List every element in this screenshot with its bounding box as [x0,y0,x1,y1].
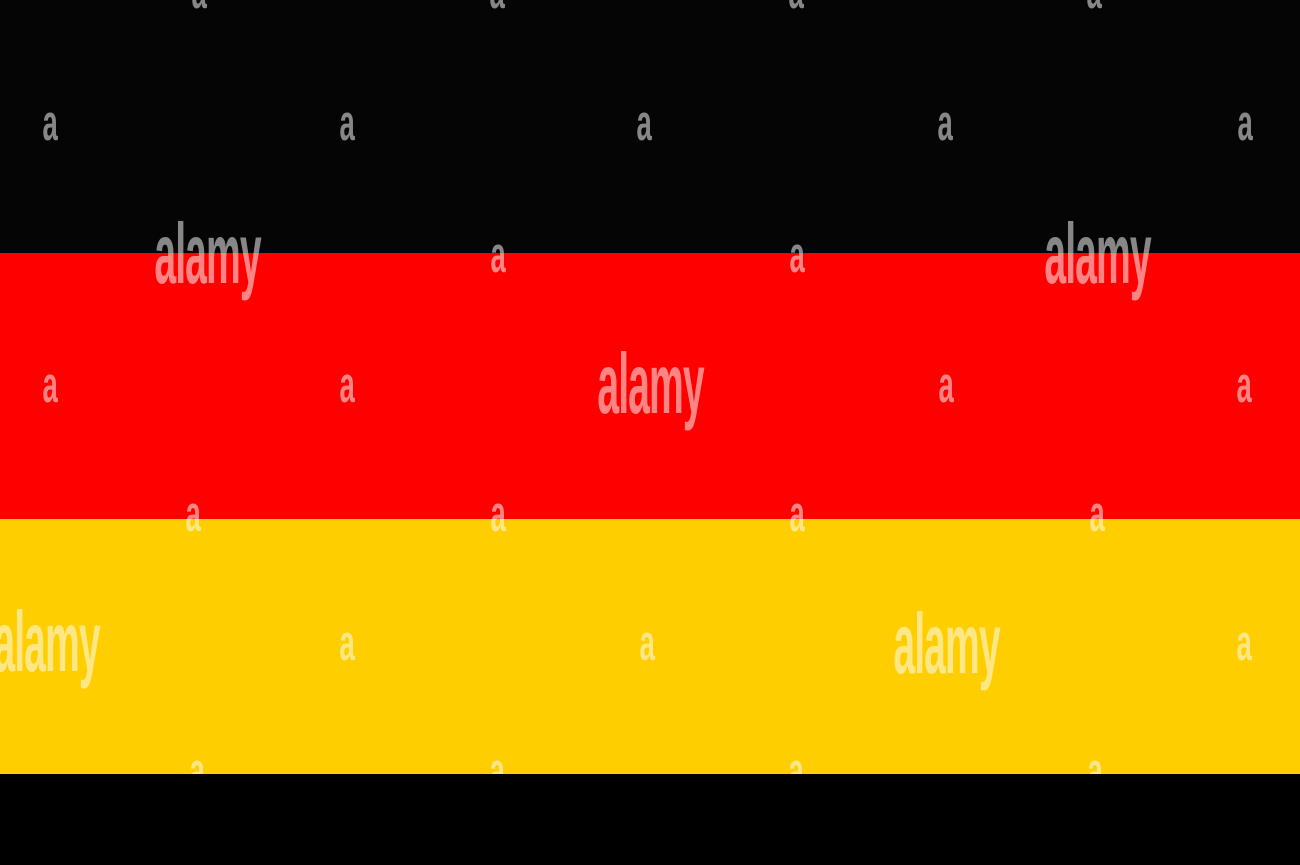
watermark-a-mark: a [1089,484,1105,542]
flag-stripe-red [0,253,1300,519]
watermark-a-mark: a [339,355,355,413]
watermark-a-mark: a [185,484,201,542]
watermark-a-mark: a [42,93,58,151]
watermark-alamy-text: alamy [153,206,261,302]
watermark-a-mark: a [1074,0,1114,16]
watermark-a-mark: a [636,93,652,151]
watermark-alamy-text: alamy [892,596,1000,692]
watermark-a-mark: a [1237,93,1253,151]
watermark-a-mark: a [789,225,805,283]
watermark-alamy-text: alamy [596,336,704,432]
watermark-a-mark: a [42,355,58,413]
watermark-a-mark: a [937,93,953,151]
watermark-a-mark: a [490,484,506,542]
flag-stripe-gold [0,519,1300,774]
watermark-a-mark: a [490,225,506,283]
watermark-a-mark: a [1236,355,1252,413]
watermark-alamy-text: alamy [0,594,100,690]
watermark-a-mark: a [776,0,816,16]
watermark-a-mark: a [339,613,355,671]
watermark-footer-bar: alamy Image ID: PB0XWA www.alamy.com [0,774,1300,865]
watermark-a-mark: a [938,355,954,413]
watermark-alamy-text: alamy [1043,206,1151,302]
watermark-a-mark: a [339,93,355,151]
watermark-a-mark: a [789,484,805,542]
watermark-a-mark: a [639,613,655,671]
flag-stripe-black [0,0,1300,253]
watermark-a-mark: a [477,0,517,16]
watermark-a-mark: a [179,0,219,16]
watermark-a-mark: a [1236,613,1252,671]
